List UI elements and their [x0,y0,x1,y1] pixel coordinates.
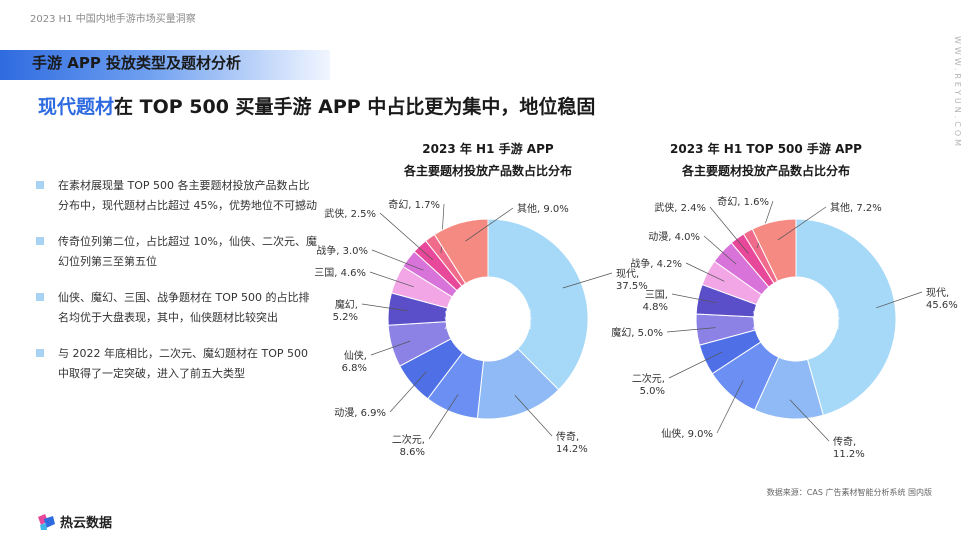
chart-1-label-武侠: 武侠, 2.5% [324,207,376,220]
chart-1-label-传奇: 传奇, 14.2% [556,430,588,455]
chart-2-leader-动漫 [703,235,737,265]
chart-2-title-line2: 各主要题材投放产品数占比分布 [681,164,850,178]
logo-text: 热云数据 [60,516,113,531]
chart-2-label-二次元: 二次元, 5.0% [632,372,665,397]
chart-1-leader-现代 [562,272,613,289]
chart-1-label-动漫: 动漫, 6.9% [334,407,386,419]
chart-1-leader-武侠 [379,212,433,261]
doc-header-title: 2023 H1 中国内地手游市场买量洞察 [30,14,196,25]
data-source: 数据来源：CAS 广告素材智能分析系统 国内版 [766,488,932,497]
chart-1-watermark: 热云数据 [444,307,532,333]
chart-2-label-战争: 战争, 4.2% [630,257,682,270]
side-url: WWW.REYUN.COM [953,36,962,150]
bullet-item: 传奇位列第二位，占比超过 10%，仙侠、二次元、魔幻位列第三至第五位 [36,232,318,272]
bullet-item: 仙侠、魔幻、三国、战争题材在 TOP 500 的占比排名均优于大盘表现，其中，仙… [36,288,318,328]
bullet-marker [36,237,44,245]
chart-1-title-line1: 2023 年 H1 手游 APP [422,142,554,156]
bullet-text: 在素材展现量 TOP 500 各主要题材投放产品数占比分布中，现代题材占比超过 … [58,179,317,212]
chart-1-title-line2: 各主要题材投放产品数占比分布 [403,164,572,178]
chart-1-leader-三国 [369,271,414,288]
chart-1-label-其他: 其他, 9.0% [517,202,569,215]
section-title: 手游 APP 投放类型及题材分析 [32,54,242,72]
logo-icon [38,513,55,530]
bullet-list: 在素材展现量 TOP 500 各主要题材投放产品数占比分布中，现代题材占比超过 … [36,176,318,400]
chart-2-leader-武侠 [709,206,749,254]
chart-1-leader-传奇 [514,395,553,437]
bullet-item: 在素材展现量 TOP 500 各主要题材投放产品数占比分布中，现代题材占比超过 … [36,176,318,216]
chart-1-leader-战争 [371,249,424,271]
bullet-marker [36,349,44,357]
chart-1-leader-二次元 [428,394,459,440]
chart-2-leader-三国 [671,293,717,304]
chart-2-leader-二次元 [668,351,723,379]
headline-highlight: 现代题材 [38,96,115,118]
bullet-item: 与 2022 年底相比，二次元、魔幻题材在 TOP 500 中取得了一定突破，进… [36,344,318,384]
chart-2-slice-现代 [795,218,897,416]
brand-logo: 热云数据 [36,512,112,531]
chart-1-label-二次元: 二次元, 8.6% [392,433,425,458]
chart-1-leader-魔幻 [361,303,408,312]
chart-1-leader-动漫 [389,371,427,413]
chart-2-label-奇幻: 奇幻, 1.6% [717,195,769,208]
chart-1-label-魔幻: 魔幻, 5.2% [333,298,358,323]
chart-1-leader-仙侠 [370,340,411,356]
bullet-text: 传奇位列第二位，占比超过 10%，仙侠、二次元、魔幻位列第三至第五位 [58,235,317,268]
chart-2-label-动漫: 动漫, 4.0% [648,231,700,243]
chart-2-title-line1: 2023 年 H1 TOP 500 手游 APP [670,142,862,156]
section-band [0,50,330,80]
chart-2-label-仙侠: 仙侠, 9.0% [661,427,713,440]
chart-2-label-三国: 三国, 4.8% [643,289,668,313]
chart-2-leader-现代 [876,291,923,309]
chart-2-leader-传奇 [789,399,830,442]
chart-2-label-其他: 其他, 7.2% [830,201,882,214]
chart-2-label-武侠: 武侠, 2.4% [654,201,706,214]
chart-1-label-奇幻: 奇幻, 1.7% [388,198,440,211]
bullet-marker [36,181,44,189]
chart-2-watermark: 热云数据 [752,307,840,333]
chart-1-label-战争: 战争, 3.0% [316,244,368,257]
chart-2-label-魔幻: 魔幻, 5.0% [611,326,663,339]
chart-2-leader-仙侠 [716,380,744,434]
chart-1-slice-现代 [487,218,589,391]
headline-rest: 在 TOP 500 买量手游 APP 中占比更为集中，地位稳固 [114,96,596,118]
chart-2-leader-魔幻 [666,327,716,333]
chart-2-label-传奇: 传奇, 11.2% [833,435,865,460]
chart-2-slice-其他 [751,218,797,282]
chart-1-label-仙侠: 仙侠, 6.8% [342,349,367,374]
chart-2-title: 2023 年 H1 TOP 500 手游 APP 各主要题材投放产品数占比分布 [616,138,916,182]
chart-2-label-现代: 现代, 45.6% [926,287,958,311]
bullet-text: 仙侠、魔幻、三国、战争题材在 TOP 500 的占比排名均优于大盘表现，其中，仙… [58,291,310,324]
chart-2-leader-战争 [685,262,725,282]
chart-1-label-现代: 现代, 37.5% [616,268,648,292]
chart-1-label-三国: 三国, 4.6% [314,267,366,279]
bullet-text: 与 2022 年底相比，二次元、魔幻题材在 TOP 500 中取得了一定突破，进… [58,347,308,380]
chart-1-leader-其他 [465,207,514,242]
headline: 现代题材在 TOP 500 买量手游 APP 中占比更为集中，地位稳固 [38,92,595,119]
chart-2-leader-其他 [777,206,827,241]
bullet-marker [36,293,44,301]
chart-1-title: 2023 年 H1 手游 APP 各主要题材投放产品数占比分布 [338,138,638,182]
